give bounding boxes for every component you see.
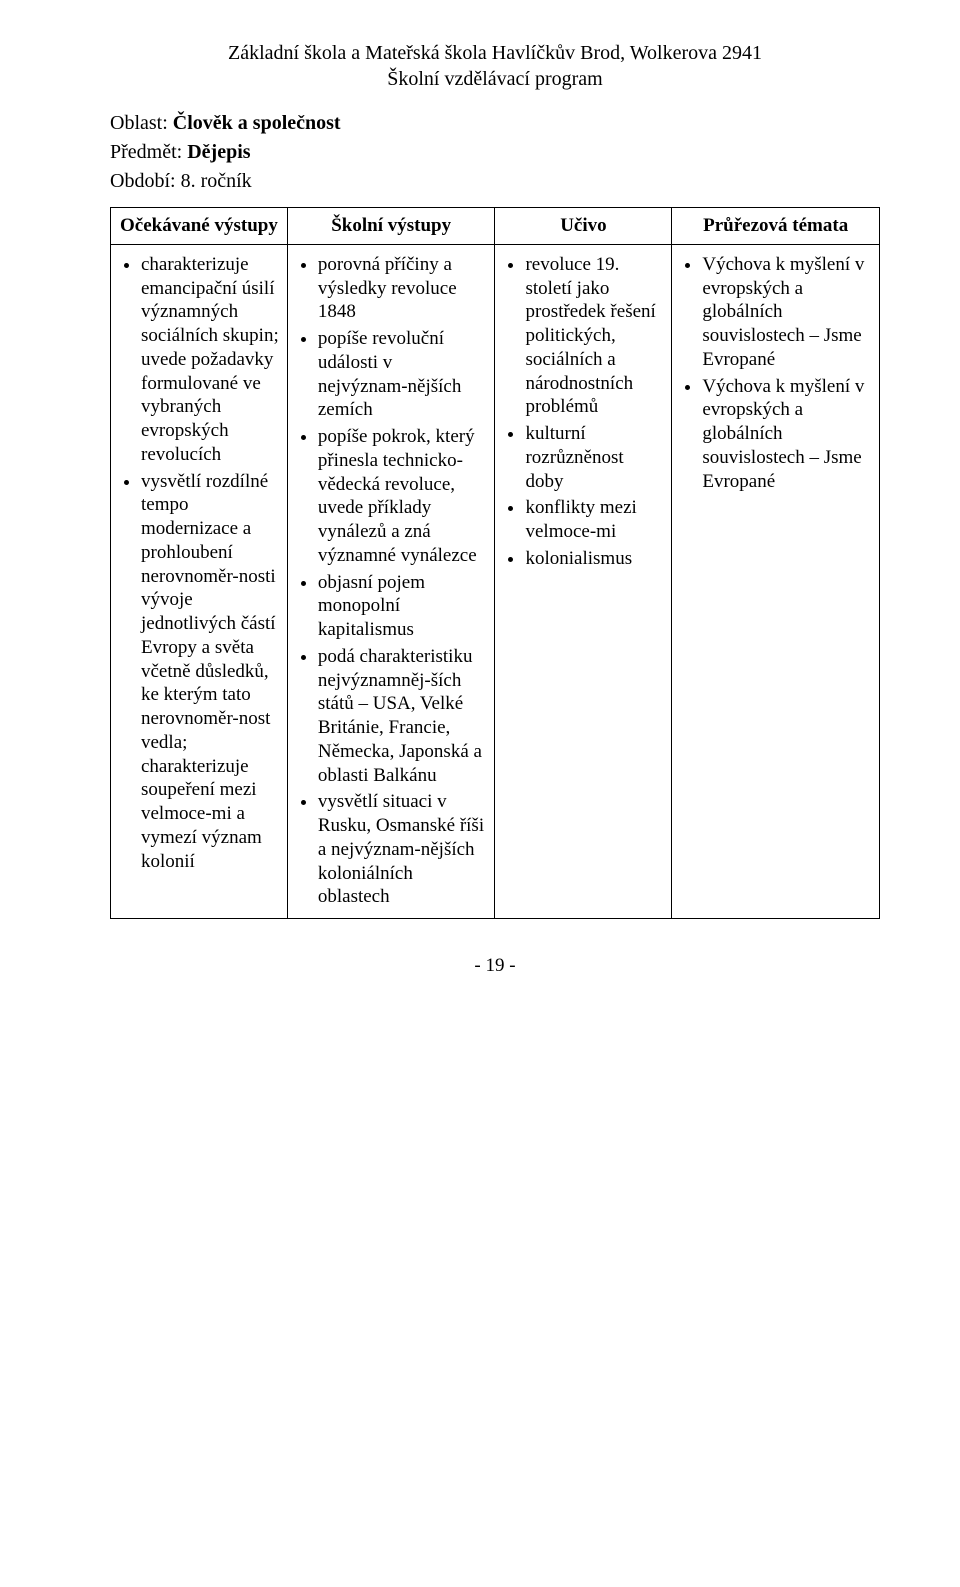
table-row: charakterizuje emancipační úsilí významn… — [111, 244, 880, 918]
oblast-line: Oblast: Člověk a společnost — [110, 112, 880, 135]
obdobi-label: Období: — [110, 170, 181, 192]
list-item: popíše revoluční události v nejvýznam-ně… — [318, 327, 487, 422]
predmet-label: Předmět: — [110, 141, 187, 163]
list-item: charakterizuje emancipační úsilí významn… — [141, 253, 279, 467]
page-number: - 19 - — [110, 955, 880, 977]
list-item: Výchova k myšlení v evropských a globáln… — [702, 375, 871, 494]
cell-prurezova: Výchova k myšlení v evropských a globáln… — [672, 244, 880, 918]
list-item: kulturní rozrůzněnost doby — [525, 422, 663, 493]
list-item: konflikty mezi velmoce-mi — [525, 496, 663, 544]
page-header: Základní škola a Mateřská škola Havlíčků… — [110, 40, 880, 92]
obdobi-line: Období: 8. ročník — [110, 170, 880, 193]
col-skolni: Školní výstupy — [287, 208, 495, 245]
header-line-1: Základní škola a Mateřská škola Havlíčků… — [110, 40, 880, 66]
predmet-line: Předmět: Dějepis — [110, 141, 880, 164]
list-item: revoluce 19. století jako prostředek řeš… — [525, 253, 663, 419]
cell-ocekavane: charakterizuje emancipační úsilí významn… — [111, 244, 288, 918]
oblast-label: Oblast: — [110, 112, 173, 134]
cell-skolni: porovná příčiny a výsledky revoluce 1848… — [287, 244, 495, 918]
col-ocekavane: Očekávané výstupy — [111, 208, 288, 245]
col-ucivo: Učivo — [495, 208, 672, 245]
obdobi-value: 8. ročník — [181, 170, 252, 192]
list-item: porovná příčiny a výsledky revoluce 1848 — [318, 253, 487, 324]
list-item: vysvětlí situaci v Rusku, Osmanské říši … — [318, 790, 487, 909]
predmet-value: Dějepis — [187, 141, 250, 163]
header-line-2: Školní vzdělávací program — [110, 66, 880, 92]
oblast-value: Člověk a společnost — [173, 112, 341, 134]
list-item: podá charakteristiku nejvýznamněj-ších s… — [318, 645, 487, 788]
cell-ucivo: revoluce 19. století jako prostředek řeš… — [495, 244, 672, 918]
list-item: Výchova k myšlení v evropských a globáln… — [702, 253, 871, 372]
col-prurezova: Průřezová témata — [672, 208, 880, 245]
list-item: kolonialismus — [525, 547, 663, 571]
table-header-row: Očekávané výstupy Školní výstupy Učivo P… — [111, 208, 880, 245]
list-item: objasní pojem monopolní kapitalismus — [318, 571, 487, 642]
list-item: popíše pokrok, který přinesla technicko-… — [318, 425, 487, 568]
curriculum-table: Očekávané výstupy Školní výstupy Učivo P… — [110, 207, 880, 919]
list-item: vysvětlí rozdílné tempo modernizace a pr… — [141, 470, 279, 874]
